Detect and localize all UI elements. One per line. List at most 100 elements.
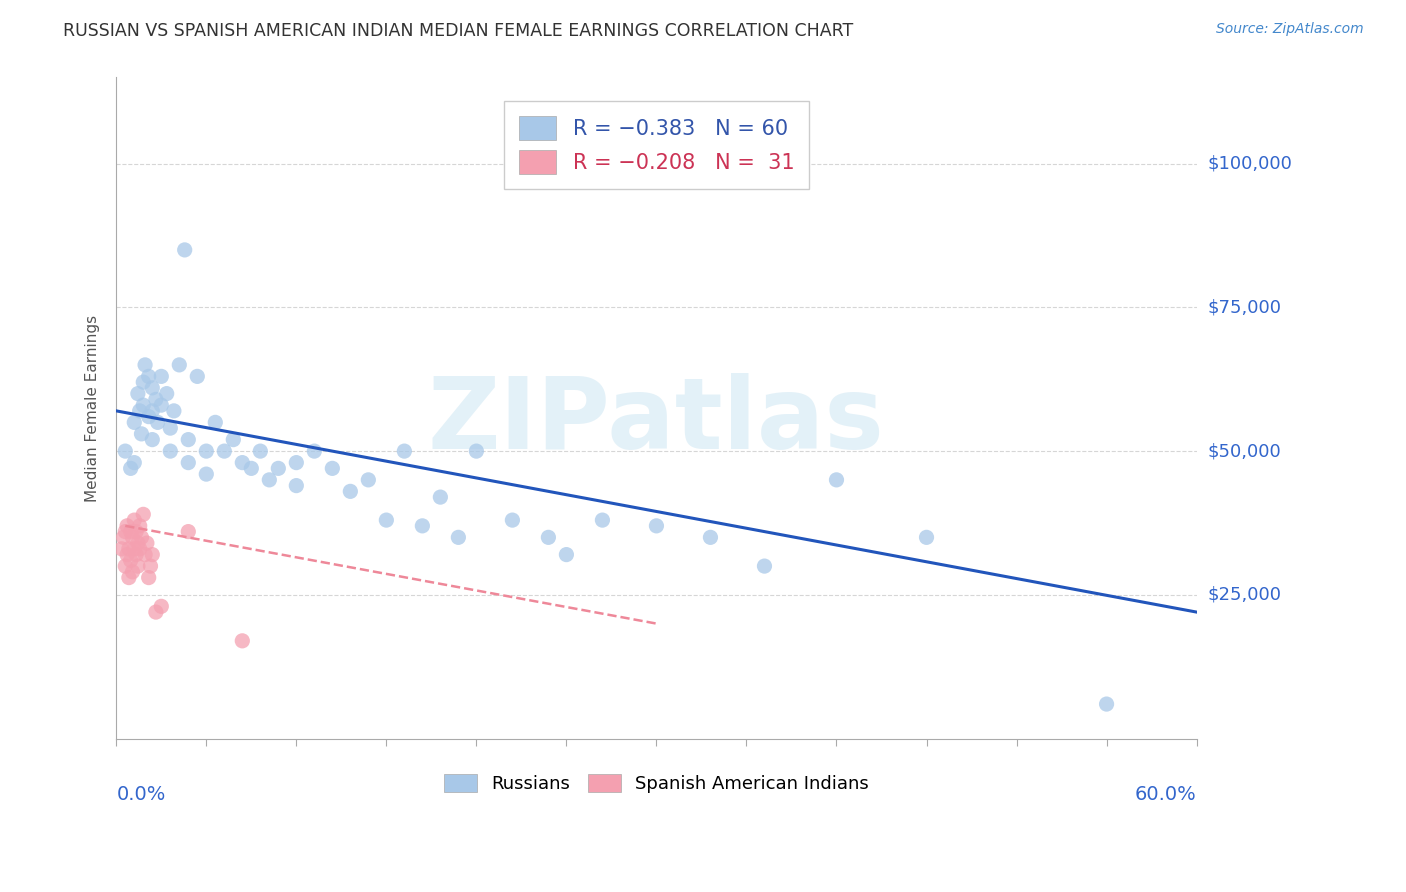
Point [591,513,613,527]
Point [537,530,560,544]
Point [173,243,195,257]
Point [127,559,149,574]
Point [375,513,398,527]
Point [131,530,153,544]
Point [127,386,149,401]
Point [321,461,343,475]
Point [121,530,143,544]
Point [177,524,200,539]
Point [285,478,308,492]
Point [114,559,136,574]
Point [150,369,173,384]
Point [145,605,167,619]
Legend: Russians, Spanish American Indians: Russians, Spanish American Indians [434,764,877,802]
Point [127,536,149,550]
Point [204,416,226,430]
Point [112,530,135,544]
Point [429,490,451,504]
Point [285,456,308,470]
Point [128,519,150,533]
Text: Source: ZipAtlas.com: Source: ZipAtlas.com [1216,22,1364,37]
Point [121,565,143,579]
Point [150,599,173,614]
Point [214,444,236,458]
Point [138,571,160,585]
Point [222,433,245,447]
Point [132,398,155,412]
Point [411,519,433,533]
Point [231,456,253,470]
Point [645,519,668,533]
Point [134,358,156,372]
Point [115,519,138,533]
Point [177,433,200,447]
Point [128,404,150,418]
Point [141,404,163,418]
Point [195,467,218,482]
Point [124,541,146,556]
Point [447,530,470,544]
Point [138,369,160,384]
Point [141,433,163,447]
Point [124,416,146,430]
Point [124,456,146,470]
Point [125,524,148,539]
Point [146,416,169,430]
Y-axis label: Median Female Earnings: Median Female Earnings [86,315,100,501]
Point [169,358,191,372]
Point [141,381,163,395]
Point [124,513,146,527]
Text: 0.0%: 0.0% [117,785,166,804]
Point [150,398,173,412]
Point [699,530,721,544]
Point [120,461,142,475]
Point [118,571,141,585]
Point [825,473,848,487]
Point [177,456,200,470]
Point [465,444,488,458]
Point [231,633,253,648]
Point [132,508,155,522]
Point [120,524,142,539]
Text: $25,000: $25,000 [1208,586,1282,604]
Text: 60.0%: 60.0% [1135,785,1197,804]
Point [249,444,271,458]
Point [156,386,179,401]
Text: ZIPatlas: ZIPatlas [427,373,884,470]
Point [134,548,156,562]
Point [131,426,153,441]
Point [357,473,380,487]
Point [145,392,167,407]
Point [304,444,326,458]
Point [128,541,150,556]
Point [125,548,148,562]
Text: $100,000: $100,000 [1208,154,1292,173]
Point [120,553,142,567]
Text: $50,000: $50,000 [1208,442,1281,460]
Point [135,536,157,550]
Point [1095,697,1118,711]
Point [267,461,290,475]
Point [159,444,181,458]
Text: RUSSIAN VS SPANISH AMERICAN INDIAN MEDIAN FEMALE EARNINGS CORRELATION CHART: RUSSIAN VS SPANISH AMERICAN INDIAN MEDIA… [63,22,853,40]
Point [754,559,776,574]
Point [186,369,208,384]
Text: $75,000: $75,000 [1208,299,1282,317]
Point [111,541,134,556]
Point [118,541,141,556]
Point [132,375,155,389]
Point [555,548,578,562]
Point [139,559,162,574]
Point [138,409,160,424]
Point [114,524,136,539]
Point [114,444,136,458]
Point [163,404,186,418]
Point [339,484,361,499]
Point [394,444,416,458]
Point [141,548,163,562]
Point [240,461,263,475]
Point [115,548,138,562]
Point [915,530,938,544]
Point [501,513,523,527]
Point [159,421,181,435]
